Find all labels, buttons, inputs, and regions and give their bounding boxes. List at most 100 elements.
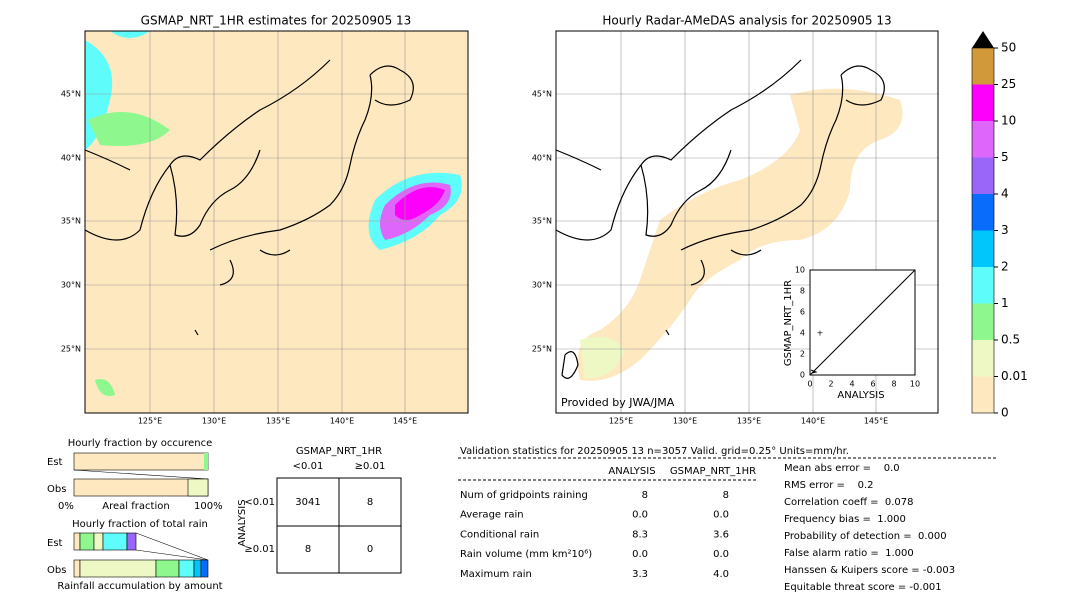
val-row-label: Rain volume (mm km²10⁶) [460, 549, 592, 560]
colorbar-label: 25 [1001, 77, 1016, 91]
occ-est-bar [73, 452, 209, 471]
val-row-label: Num of gridpoints raining [460, 490, 588, 501]
cont-row: ≥0.01 [244, 544, 275, 555]
inset-y-tick: 8 [800, 287, 805, 296]
inset-diagonal [809, 269, 916, 376]
val-col: ANALYSIS [608, 466, 655, 477]
lat-label: 45°N [61, 90, 81, 99]
lon-label: 125°E [138, 417, 162, 426]
occ-obs-bar [187, 478, 209, 497]
val-row-label: Conditional rain [460, 529, 539, 540]
val-score: RMS error = 0.2 [784, 480, 874, 491]
val-score: Hanssen & Kuipers score = -0.003 [784, 565, 955, 576]
occ-middle: Areal fraction [102, 501, 169, 512]
colorbar-label: 2 [1001, 260, 1009, 274]
inset-x-tick: 4 [849, 380, 854, 389]
occ-est-bar [204, 453, 208, 470]
coastline [555, 59, 885, 379]
colorbar-segment [972, 303, 994, 340]
rain-area [110, 31, 150, 38]
val-score: Mean abs error = 0.0 [784, 463, 900, 474]
inset-points [810, 369, 818, 374]
cont-cell: 0 [367, 544, 373, 555]
colorbar-segment [972, 376, 994, 413]
lon-label: 130°E [202, 417, 226, 426]
colorbar-segment [972, 121, 994, 158]
colorbar-segment [972, 157, 994, 194]
occ-link [73, 469, 209, 480]
total-xlabel: Rainfall accumulation by amount [57, 581, 222, 592]
inset-y-tick: 6 [800, 308, 805, 317]
val-cell: 0.0 [713, 549, 729, 560]
val-row-label: Maximum rain [460, 569, 532, 580]
total-row: Obs [47, 565, 66, 576]
lat-label: 30°N [61, 281, 81, 290]
cont-cell: 8 [367, 497, 373, 508]
lon-label: 135°E [737, 417, 761, 426]
colorbar-label: 1 [1001, 296, 1009, 310]
val-score: Frequency bias = 1.000 [784, 514, 906, 525]
colorbar-label: 0.5 [1001, 333, 1020, 347]
rain-area [88, 112, 170, 146]
inset-y-tick: 10 [795, 266, 805, 275]
colorbar-segment [972, 230, 994, 267]
lat-label: 25°N [61, 345, 81, 354]
val-cell: 8 [723, 490, 729, 501]
lat-label: 25°N [532, 345, 552, 354]
cont-cell: 8 [305, 544, 311, 555]
inset-y-tick: 2 [800, 350, 805, 359]
cont-col: ≥0.01 [355, 461, 386, 472]
lon-label: 140°E [330, 417, 354, 426]
cont-row: <0.01 [244, 497, 275, 508]
inset-x-tick: 8 [891, 380, 896, 389]
total-est-seg [126, 532, 137, 551]
occ-right: 100% [194, 501, 223, 512]
val-cell: 8.3 [632, 529, 648, 540]
lon-label: 130°E [673, 417, 697, 426]
left-map-title: GSMAP_NRT_1HR estimates for 20250905 13 [141, 14, 412, 28]
total-est-seg [79, 532, 95, 551]
colorbar-extend [972, 31, 994, 48]
lat-label: 40°N [61, 154, 81, 163]
rain-area [95, 379, 115, 396]
total-est-seg [102, 532, 128, 551]
total-obs-seg [155, 559, 180, 578]
colorbar-segment [972, 84, 994, 121]
lat-label: 30°N [532, 281, 552, 290]
inset-y-tick: 0 [800, 371, 805, 380]
inset-y-tick: 4 [800, 329, 805, 338]
val-cell: 3.6 [713, 529, 729, 540]
cont-col: <0.01 [293, 461, 324, 472]
inset-point: + [817, 329, 824, 338]
left-map-frame [84, 30, 469, 414]
val-cell: 3.3 [632, 569, 648, 580]
colorbar-label: 50 [1001, 41, 1016, 55]
lon-label: 125°E [609, 417, 633, 426]
occ-left: 0% [58, 501, 74, 512]
val-score: Probability of detection = 0.000 [784, 531, 947, 542]
colorbar-label: 5 [1001, 150, 1009, 164]
inset-xlabel: ANALYSIS [837, 390, 884, 401]
total-obs-seg [79, 559, 157, 578]
lon-label: 135°E [266, 417, 290, 426]
cont-title: GSMAP_NRT_1HR [296, 446, 382, 457]
rain-area [395, 187, 445, 220]
cont-ylabel: ANALYSIS [237, 499, 248, 546]
val-score: False alarm ratio = 1.000 [784, 548, 914, 559]
val-row-label: Average rain [460, 510, 524, 521]
lat-label: 45°N [532, 90, 552, 99]
val-cell: 0.0 [632, 549, 648, 560]
lon-label: 140°E [801, 417, 825, 426]
val-cell: 0.0 [713, 510, 729, 521]
total-link [135, 532, 209, 561]
lat-label: 40°N [532, 154, 552, 163]
val-cell: 4.0 [713, 569, 729, 580]
total-est-seg [73, 532, 81, 551]
colorbar-label: 10 [1001, 114, 1016, 128]
lon-label: 145°E [864, 417, 888, 426]
colorbar-label: 0.01 [1001, 369, 1028, 383]
inset-x-tick: 6 [870, 380, 875, 389]
lon-label: 145°E [393, 417, 417, 426]
right-map-frame [555, 30, 939, 414]
colorbar-label: 4 [1001, 187, 1009, 201]
